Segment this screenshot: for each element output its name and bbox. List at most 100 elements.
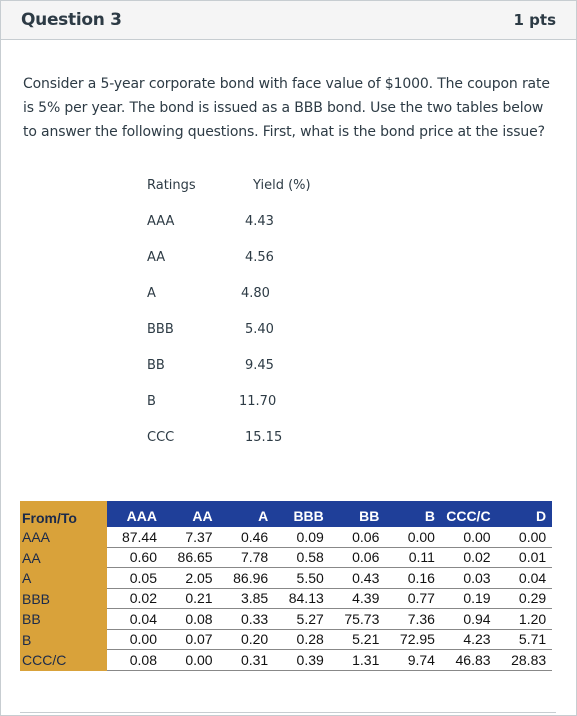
yield-cell: 15.15 bbox=[245, 430, 283, 445]
matrix-cell: 46.83 bbox=[455, 651, 491, 668]
matrix-cell: 0.08 bbox=[185, 610, 213, 627]
row-label: A bbox=[20, 568, 107, 589]
matrix-cell: 9.74 bbox=[407, 651, 435, 668]
matrix-body: AAA 87.44 7.37 0.46 0.09 0.06 0.00 0.00 0.00 AA 0.… bbox=[20, 527, 552, 671]
matrix-cells: 0.08 0.00 0.31 0.39 1.31 9.74 46.83 28.83 bbox=[107, 650, 552, 671]
yield-row: BBB 5.40 bbox=[135, 312, 355, 348]
column-header: BB bbox=[359, 508, 380, 524]
matrix-cell: 7.36 bbox=[407, 610, 435, 627]
matrix-cell: 0.21 bbox=[185, 590, 213, 607]
matrix-cell: 0.16 bbox=[407, 569, 435, 586]
matrix-cell: 0.00 bbox=[518, 528, 547, 545]
matrix-cell: 0.46 bbox=[240, 528, 269, 545]
row-label: AA bbox=[20, 547, 107, 568]
matrix-cell: 0.06 bbox=[352, 549, 380, 566]
matrix-column-headers: AAA AA A BBB BB B CCC/C D bbox=[107, 501, 552, 527]
yield-cell: 11.70 bbox=[239, 394, 277, 409]
question-text: Consider a 5-year corporate bond with fa… bbox=[23, 76, 550, 140]
matrix-cell: 4.23 bbox=[463, 631, 491, 648]
yield-row: BB 9.45 bbox=[135, 348, 355, 384]
yield-cell: 4.43 bbox=[245, 214, 274, 229]
matrix-cell: 0.00 bbox=[185, 651, 213, 668]
matrix-cell: 0.00 bbox=[407, 528, 435, 545]
matrix-cell: 3.85 bbox=[240, 590, 269, 607]
yield-table-header: Ratings Yield (%) bbox=[135, 168, 355, 204]
matrix-cell: 86.65 bbox=[177, 549, 213, 566]
matrix-row: BBB 0.02 0.21 3.85 84.13 4.39 0.77 0.19 0.29 bbox=[20, 588, 552, 609]
matrix-row: AA 0.60 86.65 7.78 0.58 0.06 0.11 0.02 0.01 bbox=[20, 547, 552, 568]
matrix-cell: 2.05 bbox=[185, 569, 213, 586]
matrix-header-row: From/To AAA AA A BBB BB B CCC/C D bbox=[20, 501, 552, 527]
yield-table: Ratings Yield (%) AAA 4.43 AA 4.56 A 4.8… bbox=[135, 168, 355, 456]
matrix-cell: 0.04 bbox=[129, 610, 157, 627]
row-label: BB bbox=[20, 609, 107, 630]
column-header: D bbox=[536, 508, 547, 524]
matrix-cell: 75.73 bbox=[344, 610, 380, 627]
matrix-cell: 0.07 bbox=[185, 631, 213, 648]
yield-row: A 4.80 bbox=[135, 276, 355, 312]
matrix-cells: 87.44 7.37 0.46 0.09 0.06 0.00 0.00 0.00 bbox=[107, 527, 552, 548]
matrix-cells: 0.05 2.05 86.96 5.50 0.43 0.16 0.03 0.04 bbox=[107, 568, 552, 589]
yield-cell: 4.80 bbox=[241, 286, 270, 301]
row-label: B bbox=[20, 629, 107, 650]
rating-cell: AA bbox=[147, 250, 166, 265]
column-header: CCC/C bbox=[446, 508, 491, 524]
column-header: AAA bbox=[126, 508, 157, 524]
yield-cell: 9.45 bbox=[245, 358, 274, 373]
matrix-row: CCC/C 0.08 0.00 0.31 0.39 1.31 9.74 46.83 28.83 bbox=[20, 650, 552, 671]
matrix-cell: 0.29 bbox=[518, 590, 547, 607]
matrix-cell: 0.04 bbox=[518, 569, 547, 586]
rating-cell: A bbox=[147, 286, 156, 301]
matrix-cell: 5.27 bbox=[296, 610, 324, 627]
rating-cell: BB bbox=[147, 358, 165, 373]
rating-cell: B bbox=[147, 394, 156, 409]
matrix-cell: 86.96 bbox=[233, 569, 269, 586]
yield-row: AAA 4.43 bbox=[135, 204, 355, 240]
column-header: AA bbox=[192, 508, 213, 524]
matrix-cells: 0.02 0.21 3.85 84.13 4.39 0.77 0.19 0.29 bbox=[107, 588, 552, 609]
matrix-cell: 0.77 bbox=[407, 590, 435, 607]
matrix-cell: 0.33 bbox=[240, 610, 269, 627]
matrix-cell: 1.31 bbox=[352, 651, 380, 668]
question-points: 1 pts bbox=[513, 11, 557, 29]
matrix-cell: 0.08 bbox=[129, 651, 157, 668]
matrix-cell: 0.28 bbox=[296, 631, 324, 648]
ratings-header: Ratings bbox=[147, 178, 196, 193]
matrix-cells: 0.60 86.65 7.78 0.58 0.06 0.11 0.02 0.01 bbox=[107, 547, 552, 568]
rating-cell: BBB bbox=[147, 322, 174, 337]
matrix-cell: 0.06 bbox=[352, 528, 380, 545]
row-label: CCC/C bbox=[20, 650, 107, 671]
matrix-cell: 0.43 bbox=[352, 569, 380, 586]
column-header: B bbox=[424, 508, 435, 524]
question-header: Question 3 1 pts bbox=[1, 1, 576, 40]
matrix-row: BB 0.04 0.08 0.33 5.27 75.73 7.36 0.94 1.20 bbox=[20, 609, 552, 630]
matrix-cell: 4.39 bbox=[352, 590, 380, 607]
matrix-cell: 0.60 bbox=[129, 549, 157, 566]
matrix-cell: 84.13 bbox=[288, 590, 324, 607]
matrix-cell: 0.01 bbox=[518, 549, 547, 566]
matrix-cell: 1.20 bbox=[518, 610, 547, 627]
row-label: BBB bbox=[20, 588, 107, 609]
matrix-cells: 0.00 0.07 0.20 0.28 5.21 72.95 4.23 5.71 bbox=[107, 629, 552, 650]
matrix-cell: 0.05 bbox=[129, 569, 157, 586]
matrix-cell: 0.00 bbox=[129, 631, 157, 648]
question-title: Question 3 bbox=[21, 10, 122, 30]
matrix-cell: 87.44 bbox=[121, 528, 157, 545]
column-header: A bbox=[258, 508, 269, 524]
matrix-row: A 0.05 2.05 86.96 5.50 0.43 0.16 0.03 0.04 bbox=[20, 568, 552, 589]
matrix-cell: 5.50 bbox=[296, 569, 324, 586]
matrix-cell: 0.19 bbox=[463, 590, 491, 607]
matrix-cell: 0.09 bbox=[296, 528, 324, 545]
matrix-cell: 7.37 bbox=[185, 528, 213, 545]
yield-row: B 11.70 bbox=[135, 384, 355, 420]
matrix-cell: 0.94 bbox=[463, 610, 491, 627]
matrix-cell: 0.58 bbox=[296, 549, 324, 566]
rating-cell: CCC bbox=[147, 430, 175, 445]
row-label: AAA bbox=[20, 527, 107, 548]
matrix-cell: 7.78 bbox=[240, 549, 269, 566]
matrix-cell: 0.00 bbox=[463, 528, 491, 545]
matrix-cell: 28.83 bbox=[511, 651, 547, 668]
yield-header: Yield (%) bbox=[253, 178, 311, 193]
matrix-cell: 0.31 bbox=[240, 651, 269, 668]
transition-matrix: From/To AAA AA A BBB BB B CCC/C D AAA 87.… bbox=[20, 501, 552, 671]
